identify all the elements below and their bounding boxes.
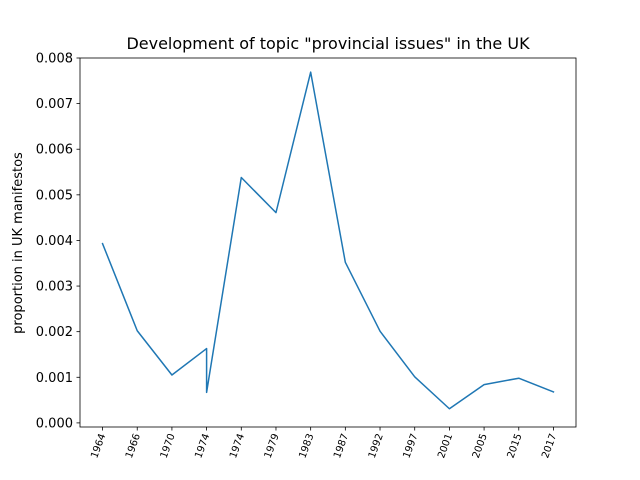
data-point — [274, 211, 278, 215]
y-tick-label: 0.003 — [36, 280, 73, 295]
x-tick-label: 1974 — [228, 432, 247, 460]
y-tick-label: 0.004 — [36, 234, 73, 249]
x-tick-label: 2015 — [506, 432, 525, 460]
y-tick-label: 0.002 — [36, 325, 73, 340]
data-point — [343, 260, 347, 264]
x-tick-label: 1964 — [89, 432, 108, 460]
data-point — [517, 376, 521, 380]
x-tick-label: 1997 — [401, 432, 420, 460]
y-tick-label: 0.007 — [36, 97, 73, 112]
y-axis-label: proportion in UK manifestos — [11, 152, 26, 334]
plot-area: 0.000 0.001 0.002 0.003 0.004 0.005 0.006 0.007… — [36, 52, 577, 460]
x-tick-label: 1983 — [297, 432, 316, 460]
data-point — [135, 329, 139, 333]
data-point — [170, 373, 174, 377]
axes-frame — [79, 57, 577, 428]
x-tick-label: 1974 — [193, 432, 212, 460]
data-point — [309, 70, 313, 74]
data-point — [413, 375, 417, 379]
x-tick-label: 1987 — [332, 432, 351, 460]
data-point — [205, 347, 209, 351]
y-tick-label: 0.008 — [36, 52, 73, 67]
y-tick-label: 0.006 — [36, 143, 73, 158]
x-tick-label: 1970 — [159, 432, 178, 460]
chart-title: Development of topic "provincial issues"… — [126, 34, 530, 53]
x-tick-label: 1992 — [367, 432, 386, 460]
data-point — [239, 176, 243, 180]
x-tick-label: 2017 — [540, 432, 559, 460]
y-tick-label: 0.001 — [36, 371, 73, 386]
data-point — [551, 390, 555, 394]
x-tick-label: 2001 — [436, 432, 455, 460]
x-tick-label: 1979 — [263, 432, 282, 460]
data-point — [482, 383, 486, 387]
data-point — [447, 407, 451, 411]
y-tick-label: 0.005 — [36, 188, 73, 203]
x-tick-label: 2005 — [471, 432, 490, 460]
y-tick-label: 0.000 — [36, 416, 73, 431]
x-tick-label: 1966 — [124, 432, 143, 460]
data-point — [205, 390, 209, 394]
data-point — [378, 329, 382, 333]
series-line-0 — [101, 71, 555, 410]
data-point — [101, 242, 105, 246]
